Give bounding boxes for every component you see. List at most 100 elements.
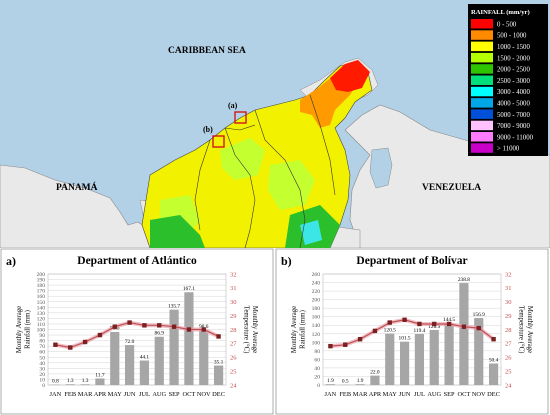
legend-label: 3000 - 4000 (497, 89, 530, 96)
y-tick-label: 40 (314, 366, 320, 372)
temperature-point (328, 343, 333, 349)
x-tick-label: FEB (64, 391, 76, 398)
temperature-point (476, 325, 481, 331)
rainfall-bar (95, 378, 105, 385)
chart-title: Department of Atlántico (77, 255, 197, 267)
y-tick-label: 70 (39, 344, 45, 350)
temperature-point (127, 320, 132, 325)
country-venezuela-label: VENEZUELA (422, 183, 481, 193)
bar-value-label: 35.1 (214, 359, 224, 365)
y2-axis-title-line: Temperature (°C) (243, 306, 250, 354)
rainfall-cyan-zone (300, 220, 322, 245)
legend-swatch (471, 143, 493, 153)
y-axis-title: Monthly Average Rainfall (mm) (291, 306, 307, 353)
y-tick-label: 10 (39, 377, 45, 383)
chart-panel (0, 248, 274, 415)
rainfall-bar (488, 363, 499, 385)
bar-value-label: 119.4 (413, 328, 425, 334)
bar-value-label: 22.0 (370, 369, 380, 375)
rainfall-bar (139, 360, 150, 385)
temperature-point (112, 324, 117, 329)
bar-value-label: 238.8 (458, 277, 470, 283)
bar-value-label: 0.8 (52, 378, 59, 384)
bar-value-label: 98.6 (199, 324, 209, 330)
y2-axis-title: Monthly AverageTemperature (°C) (243, 306, 259, 354)
temperature-point (142, 323, 147, 328)
y2-tick-label: 31 (505, 285, 512, 292)
y-tick-label: 260 (312, 272, 321, 278)
y2-tick-label: 28 (230, 327, 237, 334)
chart-bolivar: b) Department of Bolívar 0 20 40 60 80 100 120 14… (275, 248, 549, 415)
bar-value-label: 72.0 (125, 339, 135, 345)
y-tick-label: 20 (314, 374, 320, 380)
y2-tick-label: 26 (505, 355, 512, 362)
y-tick-label: 30 (39, 366, 45, 372)
temperature-point (387, 320, 392, 325)
y-tick-label: 140 (37, 305, 46, 311)
y-tick-label: 160 (37, 294, 46, 300)
temperature-point (216, 334, 221, 339)
temperature-point (432, 321, 437, 327)
legend-label: 500 - 1000 (497, 33, 527, 40)
panel-label: b) (281, 254, 292, 268)
bar-value-label: 120.5 (384, 327, 396, 333)
rainfall-bar (65, 384, 75, 385)
temperature-line (55, 321, 219, 349)
temperature-point (446, 321, 452, 327)
bar-value-label: 156.9 (473, 312, 485, 318)
rainfall-bar (474, 318, 484, 385)
y2-axis-title-line: Monthly Average (526, 306, 533, 353)
y-axis-title-line: Monthly Average (291, 306, 298, 353)
y2-tick-label: 25 (505, 368, 512, 375)
x-tick-label: MAY (383, 391, 398, 398)
x-tick-label: JUL (139, 391, 150, 398)
bar-value-label: 1.9 (357, 378, 364, 384)
legend-label: 2000 - 2500 (497, 67, 530, 74)
x-tick-label: MAR (353, 391, 368, 398)
y2-tick-label: 27 (230, 341, 237, 348)
y-tick-label: 140 (312, 323, 321, 329)
y-tick-label: 190 (37, 278, 46, 284)
y-tick-label: 60 (314, 357, 320, 363)
temperature-point (82, 339, 88, 345)
legend-label: 5000 - 7000 (497, 112, 530, 119)
bar-value-label: 50.4 (489, 357, 499, 363)
y-tick-label: 150 (37, 300, 46, 306)
rainfall-legend: RAINFALL (mm/yr) 0 - 500 500 - 1000 1000 -… (468, 4, 548, 156)
temperature-point (491, 337, 496, 342)
y2-tick-label: 29 (230, 313, 237, 320)
rainfall-bar (399, 341, 410, 385)
panama-land (0, 164, 156, 248)
legend-label: > 11000 (497, 146, 520, 153)
y2-tick-label: 32 (230, 271, 237, 278)
temperature-point (461, 324, 467, 329)
rainfall-green-zone (150, 215, 205, 248)
x-tick-label: OCT (183, 391, 196, 398)
legend-swatch (471, 75, 493, 85)
y2-tick-label: 26 (230, 355, 237, 362)
legend-label: 2500 - 3000 (497, 78, 530, 85)
y2-tick-label: 28 (505, 327, 512, 334)
y2-axis-title: Monthly AverageTemperature (°C) (518, 306, 534, 354)
y-axis-title-line: Monthly Average (16, 306, 23, 353)
rainfall-bar (325, 384, 336, 385)
y-tick-label: 80 (314, 349, 320, 355)
rainfall-lightgreen-zone (220, 138, 265, 180)
y-tick-label: 80 (39, 339, 45, 345)
legend-swatch (471, 30, 493, 40)
x-tick-label: NOV (197, 391, 211, 398)
temperature-point (343, 342, 348, 347)
lake-maracaibo (369, 147, 393, 189)
bar-value-label: 44.1 (140, 354, 150, 360)
bar-value-label: 86.9 (155, 331, 165, 337)
y-tick-label: 220 (312, 289, 321, 295)
rainfall-bar (80, 384, 90, 385)
rainfall-bar (355, 384, 365, 385)
department-borders (194, 94, 336, 248)
x-tick-label: JAN (50, 391, 62, 398)
y-tick-label: 130 (37, 311, 46, 317)
legend-swatch (471, 109, 493, 119)
legend-label: 7000 - 9000 (497, 123, 530, 130)
marker-a-box (234, 111, 247, 124)
temperature-point (97, 332, 103, 338)
